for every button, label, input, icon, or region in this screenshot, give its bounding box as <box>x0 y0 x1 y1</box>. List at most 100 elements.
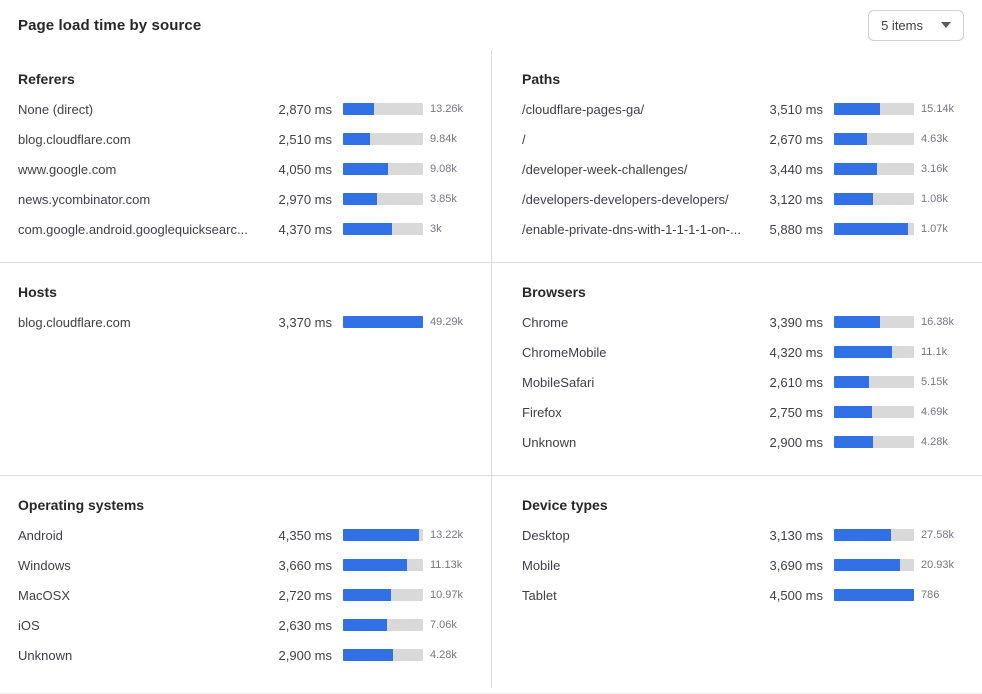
row-load-time: 4,050 ms <box>278 161 332 177</box>
row-count: 11.1k <box>921 346 948 358</box>
row-count: 786 <box>921 589 940 601</box>
row-load-time: 2,870 ms <box>278 101 332 117</box>
row-label: /developer-week-challenges/ <box>522 161 688 177</box>
row-label: news.ycombinator.com <box>18 191 151 207</box>
row-count: 1.08k <box>921 193 948 205</box>
row-count: 9.08k <box>430 163 457 175</box>
row-label: iOS <box>18 617 40 633</box>
bar-track <box>343 163 423 175</box>
bar-track <box>834 589 914 601</box>
row-count: 11.13k <box>430 559 463 571</box>
panel-paths: Paths/cloudflare-pages-ga/3,510 ms 15.14k… <box>491 50 982 262</box>
items-count-label: 5 items <box>881 17 923 33</box>
row-label: Firefox <box>522 404 562 420</box>
row-load-time: 4,320 ms <box>769 344 823 360</box>
bar-fill <box>834 193 874 205</box>
row-label: MobileSafari <box>522 374 595 390</box>
metric-row: Mobile 3,690 ms 20.93k <box>522 550 969 580</box>
row-load-time: 2,630 ms <box>278 617 332 633</box>
metric-row: com.google.android.googlequicksearc... 4,… <box>18 214 478 244</box>
row-count: 13.22k <box>430 529 464 541</box>
row-load-time: 4,350 ms <box>278 527 332 543</box>
row-label: www.google.com <box>18 161 117 177</box>
row-count: 1.07k <box>921 223 948 235</box>
bar-track <box>343 559 423 571</box>
row-load-time: 3,390 ms <box>769 314 823 330</box>
row-count: 16.38k <box>921 316 955 328</box>
panel-title: Device types <box>522 497 608 513</box>
row-load-time: 5,880 ms <box>769 221 823 237</box>
bar-track <box>343 103 423 115</box>
bar-fill <box>343 223 392 235</box>
metric-row: Chrome 3,390 ms 16.38k <box>522 307 969 337</box>
row-load-time: 2,900 ms <box>769 434 823 450</box>
row-load-time: 3,120 ms <box>769 191 823 207</box>
metric-row: Android 4,350 ms 13.22k <box>18 520 478 550</box>
row-label: blog.cloudflare.com <box>18 314 131 330</box>
panel-operating-systems: Operating systems Android 4,350 ms 13.22k Wi… <box>0 475 491 688</box>
metric-row: /enable-private-dns-with-1-1-1-1-on-... 5… <box>522 214 969 244</box>
bar-track <box>834 529 914 541</box>
bar-track <box>834 406 914 418</box>
bar-fill <box>834 376 870 388</box>
bar-track <box>834 223 914 235</box>
bar-track <box>343 589 423 601</box>
items-count-select[interactable]: 5 items <box>868 9 964 41</box>
bar-fill <box>834 223 908 235</box>
row-count: 49.29k <box>430 316 464 328</box>
row-count: 9.84k <box>430 133 457 145</box>
bar-track <box>343 193 423 205</box>
bar-track <box>834 436 914 448</box>
row-label: / <box>522 131 526 147</box>
row-load-time: 2,750 ms <box>769 404 823 420</box>
bar-fill <box>834 346 892 358</box>
row-count: 4.28k <box>430 649 457 661</box>
bar-fill <box>343 133 371 145</box>
bar-fill <box>343 529 419 541</box>
row-count: 3.16k <box>921 163 948 175</box>
row-count: 27.58k <box>921 529 955 541</box>
row-count: 5.15k <box>921 376 948 388</box>
row-label: Mobile <box>522 557 561 573</box>
panel-title: Referers <box>18 71 75 87</box>
metric-row: /cloudflare-pages-ga/3,510 ms 15.14k <box>522 94 969 124</box>
metric-row: /developer-week-challenges/3,440 ms 3.16k <box>522 154 969 184</box>
row-load-time: 2,670 ms <box>769 131 823 147</box>
row-load-time: 3,510 ms <box>769 101 823 117</box>
bar-fill <box>343 589 391 601</box>
bar-track <box>343 529 423 541</box>
panel-referers: Referers None (direct) 2,870 ms 13.26k blog.… <box>0 50 491 262</box>
bar-fill <box>343 103 375 115</box>
panel-title: Operating systems <box>18 497 145 513</box>
row-count: 7.06k <box>430 619 457 631</box>
bar-track <box>834 163 914 175</box>
metric-row: /developers-developers-developers/3,120 … <box>522 184 969 214</box>
panel-title: Browsers <box>522 284 586 300</box>
row-load-time: 2,610 ms <box>769 374 823 390</box>
row-load-time: 2,510 ms <box>278 131 332 147</box>
row-label: MacOSX <box>18 587 71 603</box>
row-count: 4.69k <box>921 406 948 418</box>
metric-row: MacOSX 2,720 ms 10.97k <box>18 580 478 610</box>
bar-fill <box>343 619 387 631</box>
row-label: ChromeMobile <box>522 344 607 360</box>
bar-track <box>343 316 423 328</box>
bar-track <box>834 376 914 388</box>
bar-fill <box>834 406 872 418</box>
row-label: Unknown <box>18 647 73 663</box>
page-title: Page load time by source <box>18 16 202 34</box>
metric-row: Desktop 3,130 ms 27.58k <box>522 520 969 550</box>
bar-track <box>343 649 423 661</box>
row-label: blog.cloudflare.com <box>18 131 131 147</box>
card-header: Page load time by source 5 items <box>0 0 982 50</box>
panel-title: Hosts <box>18 284 57 300</box>
row-label: Chrome <box>522 314 569 330</box>
row-label: Desktop <box>522 527 570 543</box>
metric-row: Tablet 4,500 ms 786 <box>522 580 969 610</box>
panel-hosts: Hosts blog.cloudflare.com 3,370 ms 49.29k <box>0 262 491 475</box>
panel-title: Paths <box>522 71 561 87</box>
metric-row: Firefox 2,750 ms 4.69k <box>522 397 969 427</box>
row-count: 3.85k <box>430 193 457 205</box>
metric-row: Unknown 2,900 ms 4.28k <box>18 640 478 670</box>
bar-fill <box>834 103 880 115</box>
